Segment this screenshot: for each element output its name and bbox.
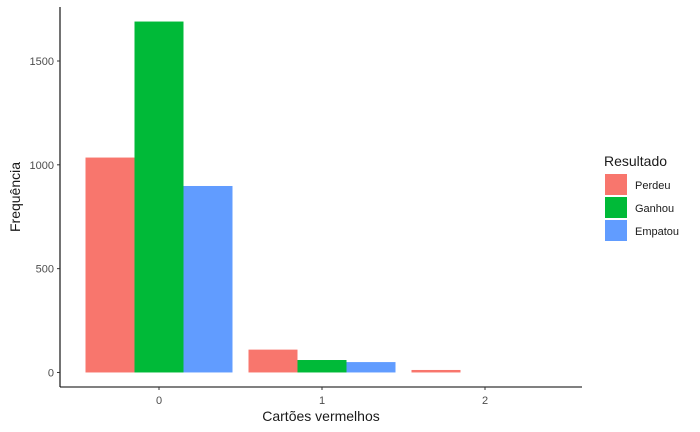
legend-key-perdeu <box>605 174 627 195</box>
bar-empatou-0 <box>183 185 233 373</box>
legend-title: Resultado <box>604 153 667 169</box>
legend-key-empatou <box>605 220 627 241</box>
y-axis-title: Frequência <box>7 162 23 232</box>
x-axis-title: Cartões vermelhos <box>262 408 380 424</box>
y-ticks-group: 0 500 1000 1500 <box>30 56 60 379</box>
bar-perdeu-2 <box>411 369 461 373</box>
legend-key-ganhou <box>605 197 627 218</box>
bar-perdeu-0 <box>85 157 135 373</box>
bars-group <box>85 21 461 373</box>
legend-label-perdeu: Perdeu <box>635 180 670 192</box>
bar-empatou-1 <box>346 362 396 373</box>
legend: Resultado Perdeu Ganhou Empatou <box>604 153 679 241</box>
y-tick-label-0: 0 <box>48 367 54 379</box>
x-ticks-group: 0 1 2 <box>156 387 488 407</box>
y-tick-label-500: 500 <box>36 264 54 276</box>
bar-perdeu-1 <box>248 349 298 373</box>
x-tick-label-1: 1 <box>319 395 325 407</box>
x-tick-label-0: 0 <box>156 395 162 407</box>
legend-label-empatou: Empatou <box>635 226 679 238</box>
x-tick-label-2: 2 <box>482 395 488 407</box>
legend-label-ganhou: Ganhou <box>635 203 674 215</box>
y-tick-label-1000: 1000 <box>30 160 54 172</box>
bar-ganhou-1 <box>297 360 347 373</box>
bar-ganhou-0 <box>134 21 184 373</box>
y-tick-label-1500: 1500 <box>30 56 54 68</box>
